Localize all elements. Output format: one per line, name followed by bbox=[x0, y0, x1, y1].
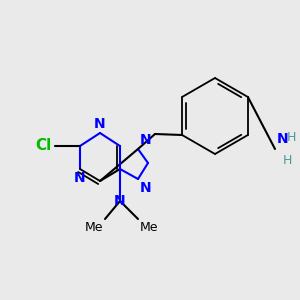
Text: N: N bbox=[74, 171, 86, 185]
Text: H: H bbox=[287, 131, 296, 144]
Text: H: H bbox=[283, 154, 292, 167]
Text: N: N bbox=[140, 133, 152, 147]
Text: N: N bbox=[94, 117, 106, 131]
Text: Me: Me bbox=[140, 221, 158, 234]
Text: N: N bbox=[114, 194, 126, 208]
Text: Cl: Cl bbox=[35, 139, 51, 154]
Text: N: N bbox=[140, 181, 152, 195]
Text: N: N bbox=[277, 132, 289, 146]
Text: Me: Me bbox=[85, 221, 103, 234]
